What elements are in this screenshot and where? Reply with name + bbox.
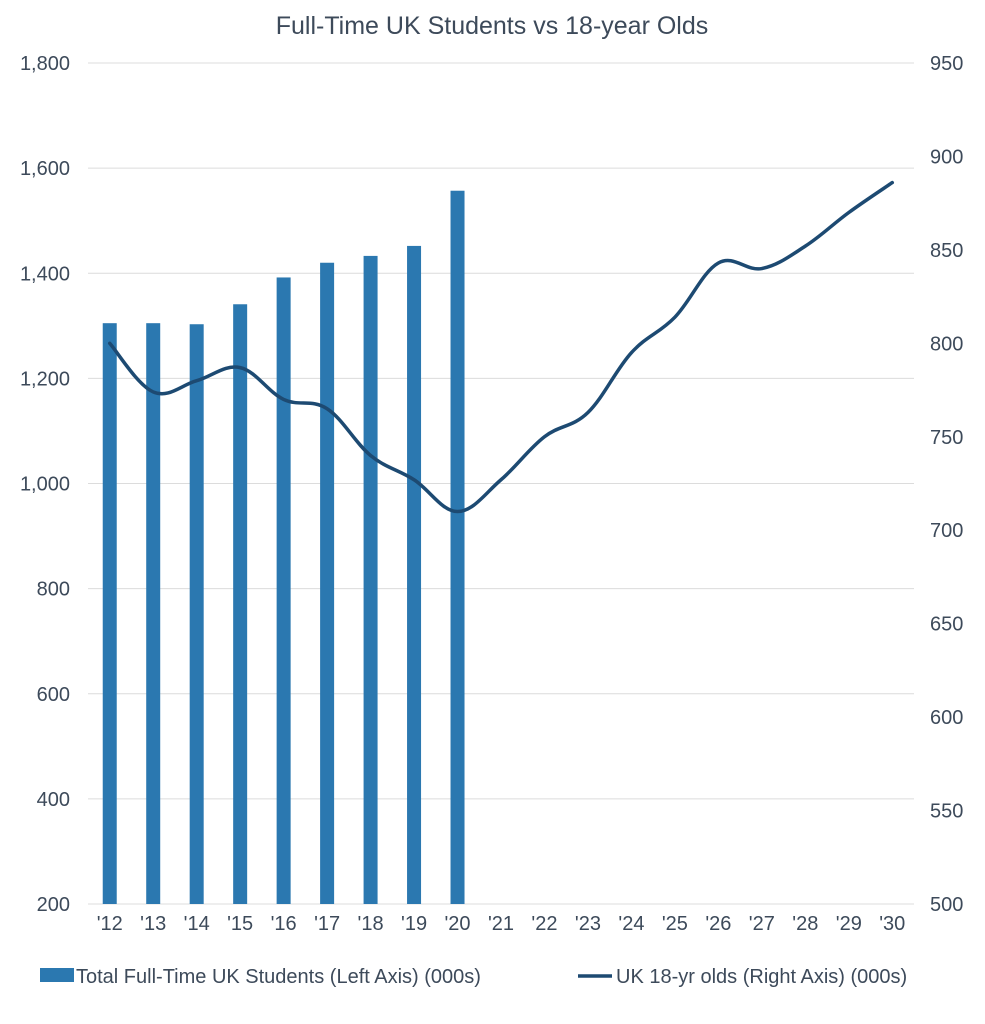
x-tick-label: '29 — [836, 913, 862, 935]
right-tick-label: 600 — [930, 707, 963, 729]
chart-title: Full-Time UK Students vs 18-year Olds — [276, 12, 709, 40]
right-tick-label: 750 — [930, 427, 963, 449]
x-tick-label: '28 — [792, 913, 818, 935]
x-tick-label: '30 — [879, 913, 905, 935]
x-tick-label: '24 — [618, 913, 644, 935]
legend-bar-label: Total Full-Time UK Students (Left Axis) … — [76, 966, 481, 988]
bar — [189, 324, 204, 905]
left-tick-label: 1,400 — [20, 263, 70, 285]
bar — [146, 323, 161, 904]
right-tick-label: 850 — [930, 240, 963, 262]
x-tick-label: '25 — [662, 913, 688, 935]
bar — [102, 323, 117, 904]
left-tick-label: 400 — [37, 789, 70, 811]
left-tick-label: 1,000 — [20, 474, 70, 496]
bar — [450, 190, 465, 904]
x-axis-ticks: '12 '13 '14 '15 '16 '17 '18 '19 '20 '21 '22 '23 '24 '… — [97, 913, 906, 935]
gridlines — [88, 62, 914, 905]
x-tick-label: '20 — [444, 913, 470, 935]
x-tick-label: '18 — [358, 913, 384, 935]
left-tick-label: 1,800 — [20, 53, 70, 75]
bar — [407, 245, 422, 905]
line-series-path — [107, 180, 895, 514]
right-axis-ticks: 500 550 600 650 700 750 800 850 900 950 — [930, 53, 963, 916]
bar — [363, 255, 378, 905]
right-tick-label: 700 — [930, 520, 963, 542]
left-tick-label: 800 — [37, 579, 70, 601]
left-tick-label: 1,200 — [20, 368, 70, 390]
left-tick-label: 200 — [37, 894, 70, 916]
right-tick-label: 950 — [930, 53, 963, 75]
left-axis-ticks: 200 400 600 800 1,000 1,200 1,400 1,600 1,800 — [20, 53, 70, 916]
x-tick-label: '14 — [184, 913, 210, 935]
x-tick-label: '21 — [488, 913, 514, 935]
legend: Total Full-Time UK Students (Left Axis) … — [40, 966, 907, 988]
x-tick-label: '19 — [401, 913, 427, 935]
legend-line-label: UK 18-yr olds (Right Axis) (000s) — [616, 966, 907, 988]
x-tick-label: '12 — [97, 913, 123, 935]
right-tick-label: 800 — [930, 333, 963, 355]
x-tick-label: '27 — [749, 913, 775, 935]
right-tick-label: 550 — [930, 801, 963, 823]
right-tick-label: 500 — [930, 894, 963, 916]
left-tick-label: 600 — [37, 684, 70, 706]
x-tick-label: '15 — [227, 913, 253, 935]
right-tick-label: 900 — [930, 146, 963, 168]
left-tick-label: 1,600 — [20, 158, 70, 180]
right-tick-label: 650 — [930, 614, 963, 636]
x-tick-label: '26 — [705, 913, 731, 935]
x-tick-label: '13 — [140, 913, 166, 935]
x-tick-label: '17 — [314, 913, 340, 935]
legend-bar-swatch — [40, 968, 74, 982]
bar — [320, 262, 335, 904]
x-tick-label: '16 — [271, 913, 297, 935]
bar-series — [102, 190, 465, 905]
bar — [233, 304, 248, 905]
x-tick-label: '23 — [575, 913, 601, 935]
bar — [276, 277, 291, 905]
x-tick-label: '22 — [531, 913, 557, 935]
